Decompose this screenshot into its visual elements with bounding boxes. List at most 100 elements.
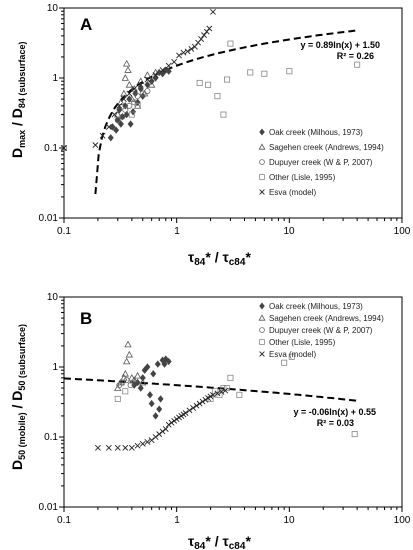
panel-a-ytick-label-0-01: 0.01 <box>39 213 59 224</box>
panel-a-ytick-label-10: 10 <box>47 3 59 14</box>
panel-a-legend-marker-esva-model <box>259 189 265 195</box>
panel-b-series-oak-creek-milhous-1973 <box>131 355 172 420</box>
panel-b-point-esva-model-0 <box>94 444 101 451</box>
panel-a-point-other-lisle-1995-0 <box>61 144 68 151</box>
panel-a-xlabel-mid: * / τ <box>205 249 229 265</box>
panel-a-point-oak-creek-milhous-1973-1 <box>109 123 116 131</box>
panel-b-point-esva-model-1 <box>105 444 112 451</box>
panel-a-point-esva-model-18 <box>188 46 195 52</box>
panel-b-series-esva-model <box>94 387 229 451</box>
panel-b-point-sagehen-creek-andrews-1994-5 <box>124 340 132 348</box>
panel-b-point-esva-model-8 <box>148 437 155 444</box>
panel-b-point-esva-model-2 <box>114 444 121 451</box>
panel-b-legend: Oak creek (Milhous, 1973) Sagehen creek (… <box>258 302 384 359</box>
panel-b-point-other-lisle-1995-10 <box>288 353 295 360</box>
panel-a-point-dupuyer-creek-w-p-2007-4 <box>131 99 138 106</box>
panel-b-point-oak-creek-milhous-1973-8 <box>150 370 157 378</box>
panel-a-point-esva-model-24 <box>206 25 213 32</box>
panel-b-xtick-label-0-1: 0.1 <box>57 515 71 526</box>
panel-b-point-esva-model-20 <box>182 410 189 416</box>
panel-b-point-esva-model-4 <box>128 444 135 451</box>
panel-a-ylabel: Dmax / D84 (subsurface) <box>9 42 27 158</box>
panel-a-point-other-lisle-1995-4 <box>205 81 212 88</box>
panel-a-point-oak-creek-milhous-1973-22 <box>165 67 172 75</box>
panel-a-point-oak-creek-milhous-1973-0 <box>107 134 114 142</box>
panel-a-point-esva-model-13 <box>165 62 172 69</box>
panel-b-point-esva-model-21 <box>186 407 193 414</box>
panel-a-point-esva-model-15 <box>176 52 182 59</box>
panel-a-point-dupuyer-creek-w-p-2007-2 <box>122 106 129 113</box>
panel-b-point-esva-model-11 <box>159 428 166 435</box>
panel-b-ytick-label-10: 10 <box>47 292 59 303</box>
panel-b-point-esva-model-32 <box>222 387 229 394</box>
panel-b-point-esva-model-13 <box>165 421 172 428</box>
panel-a-point-other-lisle-1995-12 <box>354 61 361 68</box>
panel-a-point-sagehen-creek-andrews-1994-5 <box>124 66 132 73</box>
panel-a-ylabel-d: D <box>9 148 25 158</box>
panel-a-point-esva-model-5 <box>116 102 123 109</box>
panel-b-xlabel-tau: τ <box>188 533 195 549</box>
panel-b-legend-marker-oak-creek-milhous-1973 <box>259 302 265 310</box>
panel-b-point-other-lisle-1995-6 <box>224 385 231 392</box>
panel-a-point-other-lisle-1995-8 <box>227 40 234 47</box>
panel-b-point-esva-model-24 <box>196 400 203 407</box>
panel-b-ylabel: D50 (mobile) / D50 (subsurface) <box>9 324 27 470</box>
panel-b-point-esva-model-6 <box>139 440 146 447</box>
panel-a-point-esva-model-11 <box>152 72 159 79</box>
panel-a-legend-marker-sagehen-creek-andrews-1994 <box>258 143 266 150</box>
panel-b-ytick-label-1: 1 <box>52 362 58 373</box>
panel-a-point-other-lisle-1995-10 <box>261 70 268 77</box>
panel-a-legend-marker-oak-creek-milhous-1973 <box>259 128 265 136</box>
panel-b-point-oak-creek-milhous-1973-6 <box>147 391 153 399</box>
panel-b-ticks <box>59 296 403 512</box>
panel-a-point-esva-model-17 <box>184 48 191 55</box>
panel-a-series-dupuyer-creek-w-p-2007 <box>114 88 151 124</box>
panel-a-xlabel-c84: c84 <box>229 257 246 268</box>
panel-a-series-esva-model <box>61 8 216 151</box>
panel-b-xtick-label-1: 1 <box>174 515 180 526</box>
panel-b-xtick-label-100: 100 <box>394 515 411 526</box>
panel-a-xlabel-star: * <box>245 249 251 265</box>
panel-b-point-esva-model-15 <box>171 417 178 424</box>
panel-a-point-esva-model-19 <box>191 43 198 50</box>
panel-b-point-sagehen-creek-andrews-1994-10 <box>139 378 147 386</box>
panel-a-point-other-lisle-1995-2 <box>134 102 141 109</box>
panel-a-xlabel: τ84* / τc84* <box>188 249 251 268</box>
panel-a-xtick-label-1: 1 <box>174 226 180 237</box>
panel-a-point-sagehen-creek-andrews-1994-8 <box>130 85 138 92</box>
panel-b-legend-marker-esva-model <box>259 351 265 357</box>
panel-b-ylabel-50-subsurface: 50 (subsurface) <box>17 324 27 391</box>
panel-b-fit-r2: R² = 0.03 <box>317 418 354 428</box>
panel-b-ytick-label-0-1: 0.1 <box>44 432 58 443</box>
panel-b-point-oak-creek-milhous-1973-5 <box>144 363 151 371</box>
panel-a-point-sagehen-creek-andrews-1994-13 <box>147 80 156 88</box>
panel-a-point-sagehen-creek-andrews-1994-4 <box>122 59 131 67</box>
panel-b-point-oak-creek-milhous-1973-11 <box>156 405 163 413</box>
panel-a-ytick-label-0-1: 0.1 <box>44 143 58 154</box>
panel-b-point-oak-creek-milhous-1973-10 <box>154 360 161 368</box>
panel-a-point-esva-model-9 <box>137 81 144 88</box>
panel-b-point-other-lisle-1995-8 <box>236 391 243 398</box>
panel-b-xlabel-c84: c84 <box>229 541 246 550</box>
panel-a: 10 1 0.1 0.01 0.1 1 10 100 A y = 0.89ln(… <box>9 3 411 268</box>
panel-b-point-esva-model-27 <box>205 395 211 401</box>
panel-b-point-oak-creek-milhous-1973-12 <box>157 395 164 403</box>
panel-b-xlabel-star: * <box>245 533 251 549</box>
panel-a-point-oak-creek-milhous-1973-20 <box>159 70 166 78</box>
panel-b-legend-label-other-lisle-1995: Other (Lisle, 1995) <box>269 338 336 347</box>
panel-a-legend-label-other-lisle-1995: Other (Lisle, 1995) <box>269 173 336 182</box>
panel-b-ytick-label-0-01: 0.01 <box>39 502 59 513</box>
panel-b-plot-frame <box>63 296 403 508</box>
panel-b-legend-marker-dupuyer-creek-w-p-2007 <box>259 327 265 333</box>
panel-a-legend-label-sagehen-creek-andrews-1994: Sagehen creek (Andrews, 1994) <box>269 143 384 152</box>
panel-b-point-oak-creek-milhous-1973-16 <box>165 357 172 366</box>
panel-a-point-sagehen-creek-andrews-1994-10 <box>137 77 145 85</box>
panel-a-point-dupuyer-creek-w-p-2007-5 <box>134 93 141 100</box>
panel-b-point-esva-model-10 <box>156 431 163 438</box>
panel-b-points <box>94 340 358 451</box>
panel-b-point-esva-model-14 <box>168 419 175 426</box>
panel-b-legend-label-esva-model: Esva (model) <box>269 350 316 359</box>
panel-b-legend-marker-sagehen-creek-andrews-1994 <box>258 314 266 321</box>
panel-b-fit-equation: y = -0.06ln(x) + 0.55 <box>293 407 376 417</box>
